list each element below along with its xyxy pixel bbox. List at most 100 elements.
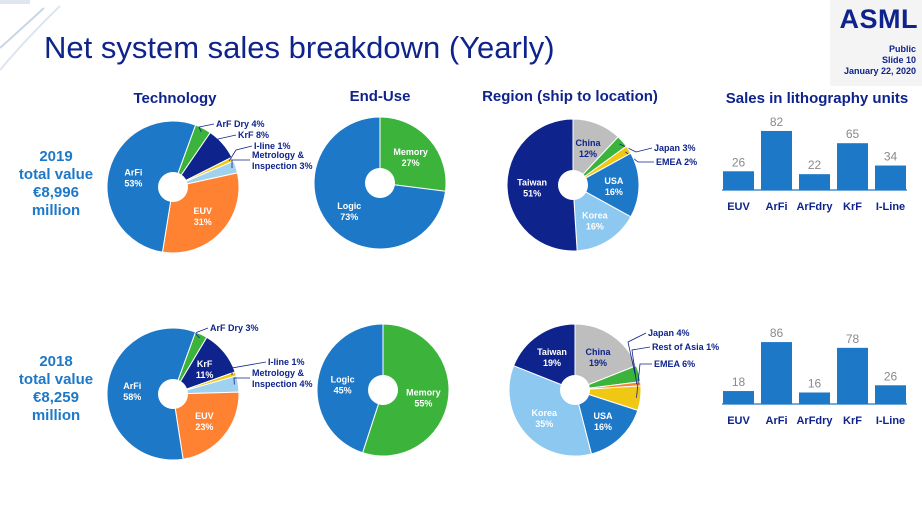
- region-2018-label-taiwan: Taiwan: [537, 347, 567, 357]
- units-2018-category-krf: KrF: [843, 415, 862, 427]
- units-2018-category-i-line: I-Line: [876, 415, 905, 427]
- page-title: Net system sales breakdown (Yearly): [44, 30, 555, 65]
- tech-2019-value-euv: 31%: [194, 217, 212, 227]
- enduse-2019-label-logic: Logic: [337, 201, 361, 211]
- tech-2019-value-arfi: 53%: [124, 179, 142, 189]
- tech-2019-slice-arfi: [106, 120, 197, 253]
- region-2018-center-hole: [560, 375, 590, 405]
- region-2019-value-taiwan: 51%: [523, 188, 541, 198]
- tech-2018-leader-i-line: [231, 361, 267, 375]
- tech-2019-leader-arf-dry: [198, 123, 215, 133]
- units-2019-bar-krf: [837, 143, 868, 190]
- enduse-2019-label-memory: Memory: [393, 147, 428, 157]
- units-2018-category-arfdry: ArFdry: [796, 415, 833, 427]
- enduse-2018-label-memory: Memory: [406, 387, 441, 397]
- enduse-2019-value-logic: 73%: [340, 212, 358, 222]
- units-2018-bar-chart: 18 EUV 86 ArFi 16 ArFdry 78 KrF 26 I-Line: [722, 326, 907, 427]
- enduse-2018-value-logic: 45%: [334, 386, 352, 396]
- region-2019-label-usa: USA: [604, 176, 624, 186]
- enduse-2019-slice-memory: [379, 116, 447, 192]
- units-2018-value-arfi: 86: [770, 326, 784, 340]
- units-2018-value-i-line: 26: [884, 369, 898, 383]
- units-2019-value-i-line: 34: [884, 150, 898, 164]
- units-2019-bar-arfi: [761, 130, 792, 190]
- tech-2018-label-krf: KrF: [197, 359, 213, 369]
- slide-number: Slide 10: [881, 55, 916, 65]
- tech-2019-label-krf: KrF 8%: [238, 130, 269, 140]
- region-2018-leader-japan: [627, 332, 647, 375]
- units-2019-value-krf: 65: [846, 127, 860, 141]
- units-2018-bar-i-line: [875, 385, 906, 404]
- enduse-2018-label-logic: Logic: [331, 375, 355, 385]
- units-2018-value-arfdry: 16: [808, 376, 822, 390]
- tech-2018-value-krf: 11%: [196, 370, 214, 380]
- tech-2019-label-i-line: I-line 1%: [254, 141, 291, 151]
- region-2019-value-usa: 16%: [605, 187, 623, 197]
- region-2018-slice-usa: [574, 389, 639, 455]
- slide-date: January 22, 2020: [843, 66, 916, 76]
- tech-2018-label-metrology-inspection: Metrology &: [252, 368, 305, 378]
- tech-2019-value-metrology-inspection: Inspection 3%: [252, 161, 313, 171]
- region-2019-label-china: China: [576, 138, 602, 148]
- region-2018-slice-taiwan: [512, 323, 576, 391]
- region-2018-label-korea: Korea: [532, 408, 559, 418]
- units-2018-bar-arfdry: [799, 392, 830, 404]
- region-2019-center-hole: [558, 170, 588, 200]
- region-2018-label-rest-of-asia: Rest of Asia 1%: [652, 342, 719, 352]
- tech-2018-value-metrology-inspection: Inspection 4%: [252, 379, 313, 389]
- column-title-units: Sales in lithography units: [725, 90, 909, 107]
- region-2018-leader-emea: [636, 363, 652, 398]
- units-2018-category-euv: EUV: [727, 415, 750, 427]
- tech-2019-leader-metrology-inspection: [231, 159, 250, 168]
- enduse-2018-value-memory: 55%: [414, 398, 432, 408]
- region-2019-value-china: 12%: [579, 149, 597, 159]
- total-value-label: total value: [18, 166, 94, 183]
- region-2019-label-japan: Japan 3%: [654, 143, 696, 153]
- units-2019-value-euv: 26: [732, 155, 746, 169]
- tech-2018-label-euv: EUV: [195, 411, 214, 421]
- classification-label: Public: [888, 44, 916, 54]
- asml-logo: ASML: [839, 4, 918, 34]
- enduse-2018-slice-logic: [316, 323, 384, 454]
- units-2019-value-arfdry: 22: [808, 158, 822, 172]
- tech-2018-label-arfi: ArFi: [123, 381, 141, 391]
- units-2019-bar-chart: 26 EUV 82 ArFi 22 ArFdry 65 KrF 34 I-Line: [722, 115, 907, 213]
- enduse-2018-center-hole: [368, 375, 398, 405]
- region-2018-leader-rest-of-asia: [631, 346, 651, 385]
- tech-2018-value-euv: 23%: [195, 422, 213, 432]
- slide-meta: Public Slide 10 January 22, 2020: [844, 44, 916, 77]
- units-2018-value-krf: 78: [846, 332, 860, 346]
- region-2019-slice-usa: [571, 152, 640, 218]
- enduse-2018-slice-memory: [361, 323, 450, 457]
- tech-2018-label-arf-dry: ArF Dry 3%: [210, 323, 259, 333]
- total-value-unit: million: [31, 202, 81, 219]
- total-value-amount: €8,259: [33, 389, 79, 406]
- total-value-label: total value: [18, 371, 94, 388]
- tech-2019-leader-krf: [217, 134, 237, 147]
- region-2018-slice-china: [574, 323, 638, 391]
- year-label: 2018: [39, 353, 73, 370]
- region-2018-value-korea: 35%: [535, 419, 553, 429]
- region-2018-value-usa: 16%: [594, 422, 612, 432]
- units-2019-category-krf: KrF: [843, 201, 862, 213]
- tech-2019-label-arf-dry: ArF Dry 4%: [216, 119, 265, 129]
- tech-2019-label-metrology-inspection: Metrology &: [252, 150, 305, 160]
- units-2018-bar-arfi: [761, 342, 792, 404]
- units-2019-category-euv: EUV: [727, 201, 750, 213]
- tech-2019-leader-i-line: [228, 145, 253, 162]
- tech-2019-label-arfi: ArFi: [124, 168, 142, 178]
- tech-2019-label-euv: EUV: [193, 206, 212, 216]
- units-2019-value-arfi: 82: [770, 115, 784, 129]
- region-2018-slice-korea: [508, 365, 593, 457]
- tech-2019-pie: ArF Dry 4%KrF 8%I-line 1%Metrology &Insp…: [106, 119, 313, 254]
- region-2019-label-emea: EMEA 2%: [656, 157, 697, 167]
- enduse-2019-center-hole: [365, 168, 395, 198]
- units-2018-bar-krf: [837, 347, 868, 404]
- tech-2019-center-hole: [158, 172, 188, 202]
- year-summary-2019: 2019 total value €8,996 million: [2, 148, 110, 220]
